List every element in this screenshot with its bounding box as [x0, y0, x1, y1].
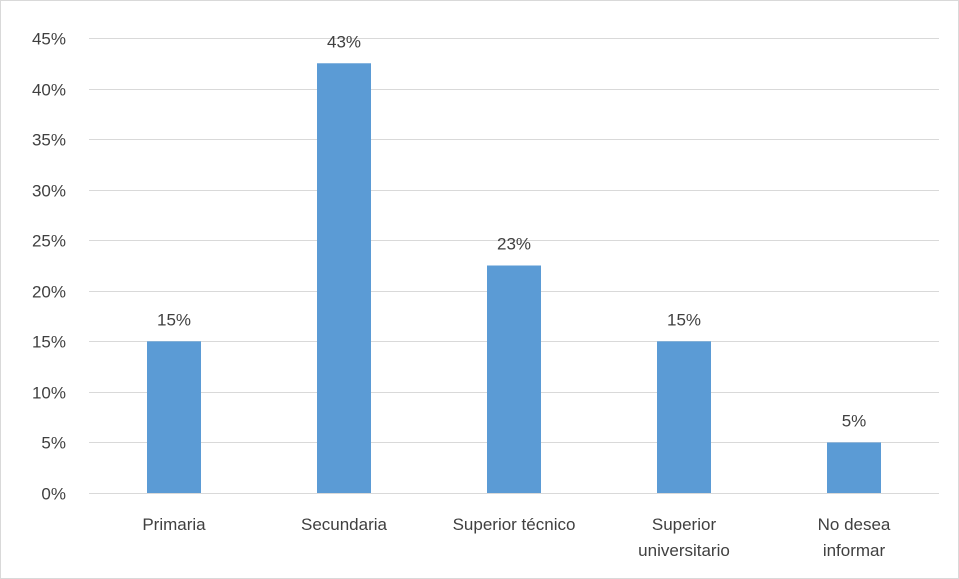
y-tick-label: 5% [41, 434, 66, 453]
data-label: 15% [157, 310, 191, 329]
y-tick-label: 40% [32, 81, 66, 100]
y-tick-label: 10% [32, 384, 66, 403]
data-label: 15% [667, 310, 701, 329]
bar [827, 442, 881, 493]
y-tick-label: 35% [32, 131, 66, 150]
y-tick-label: 25% [32, 232, 66, 251]
x-tick-label: universitario [638, 541, 730, 560]
bar [317, 63, 371, 494]
y-tick-label: 0% [41, 485, 66, 504]
data-label: 5% [842, 411, 867, 430]
y-tick-label: 15% [32, 333, 66, 352]
bar [147, 341, 201, 493]
x-tick-label: Secundaria [301, 515, 388, 534]
x-tick-label: No desea [818, 515, 891, 534]
bar [487, 265, 541, 493]
x-tick-label: Superior técnico [453, 515, 576, 534]
x-tick-label: Superior [652, 515, 717, 534]
data-label: 43% [327, 32, 361, 51]
bar [657, 341, 711, 493]
y-tick-label: 20% [32, 283, 66, 302]
y-tick-label: 45% [32, 30, 66, 49]
x-tick-label: informar [823, 541, 886, 560]
y-tick-label: 30% [32, 182, 66, 201]
data-label: 23% [497, 235, 531, 254]
x-tick-label: Primaria [142, 515, 206, 534]
